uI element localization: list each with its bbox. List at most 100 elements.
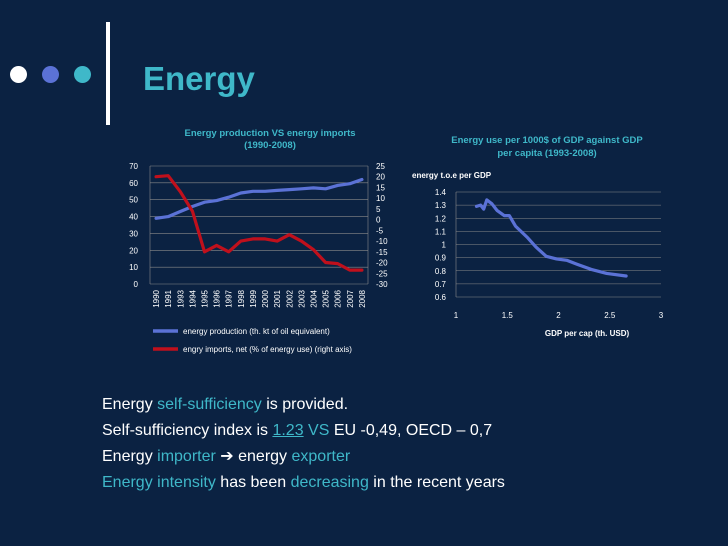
intensity-chart: Energy use per 1000$ of GDP against GDP p… [412, 135, 664, 338]
x-axis-label: GDP per cap (th. USD) [545, 329, 630, 338]
y-tick-label: 0.9 [435, 254, 447, 263]
data-point [361, 178, 363, 181]
x-tick-label: 1994 [188, 289, 197, 307]
x-tick-label: 1991 [164, 289, 173, 307]
data-point [167, 175, 169, 177]
y-tick-label: 0.7 [435, 280, 447, 289]
y-tick-label: 1.2 [435, 214, 447, 223]
data-point [216, 244, 218, 246]
data-point [325, 188, 327, 190]
bullet-line: Energy intensity has been decreasing in … [102, 470, 505, 496]
x-tick-label: 1 [454, 311, 459, 320]
y-right-tick-label: 15 [376, 183, 385, 192]
bullet-text: energy [238, 448, 292, 465]
arrow-icon: ➔ [215, 448, 239, 465]
y-tick-label: 0.6 [435, 293, 447, 302]
data-point [535, 246, 537, 248]
data-point [203, 251, 206, 253]
x-tick-label: 2000 [261, 289, 270, 307]
y-left-tick-label: 10 [129, 263, 138, 272]
x-tick-label: 2008 [358, 289, 367, 307]
x-tick-label: 3 [659, 311, 664, 320]
data-point [276, 240, 278, 242]
series-line-2 [154, 174, 364, 272]
data-point [606, 272, 608, 274]
data-point [264, 190, 266, 192]
y-tick-label: 0.8 [435, 267, 447, 276]
teal-dot-icon [74, 66, 91, 83]
y-right-tick-label: 20 [376, 173, 385, 182]
title-divider [106, 22, 110, 125]
page-title: Energy [143, 60, 255, 97]
chart-title: (1990-2008) [244, 140, 296, 151]
x-tick-label: 1.5 [502, 311, 514, 320]
data-point [349, 269, 351, 271]
y-left-tick-label: 40 [129, 213, 138, 222]
bullet-text: in the recent years [368, 474, 505, 491]
bullet-text: Energy [102, 396, 158, 413]
bullet-list: Energy self-sufficiency is provided. Sel… [102, 392, 505, 496]
data-point [203, 201, 206, 203]
y-right-tick-label: 5 [376, 205, 381, 214]
data-point [240, 192, 242, 194]
y-right-tick-label: 0 [376, 216, 381, 225]
y-left-tick-label: 50 [129, 196, 138, 205]
data-point [555, 258, 558, 260]
data-point [312, 249, 315, 251]
legend-label: energy production (th. kt of oil equival… [183, 327, 330, 336]
data-point [191, 205, 193, 208]
x-tick-label: 2002 [285, 289, 294, 307]
data-point [576, 263, 578, 265]
x-tick-label: 2006 [334, 289, 343, 307]
data-point [179, 210, 181, 213]
data-point [240, 240, 242, 242]
chart-title: Energy production VS energy imports [184, 128, 355, 139]
data-point [361, 269, 363, 271]
data-point [514, 225, 517, 227]
data-point [590, 268, 592, 271]
data-point [252, 238, 254, 240]
bullet-text: Self-sufficiency index is [102, 422, 273, 439]
data-point [491, 203, 493, 205]
data-point [300, 188, 302, 190]
data-point [228, 196, 230, 198]
x-tick-label: 2 [556, 311, 561, 320]
y-left-tick-label: 30 [129, 229, 138, 238]
data-point [216, 199, 218, 202]
y-right-tick-label: 25 [376, 162, 385, 171]
production-imports-chart: Energy production VS energy imports(1990… [129, 128, 388, 354]
data-point [508, 215, 510, 217]
data-point [276, 189, 278, 192]
x-tick-label: 1993 [176, 289, 185, 307]
data-point [486, 199, 488, 201]
data-point [566, 259, 568, 261]
y-right-tick-label: -20 [376, 259, 388, 268]
data-point [496, 209, 498, 211]
x-tick-label: 2007 [346, 289, 355, 307]
y-tick-label: 1.1 [435, 227, 447, 236]
data-point [191, 210, 193, 212]
bullet-line: Energy importer ➔ energy exporter [102, 444, 505, 470]
data-point [475, 205, 478, 208]
y-tick-label: 1.4 [435, 188, 447, 197]
data-point [480, 204, 482, 206]
y-left-tick-label: 60 [129, 179, 138, 188]
data-point [288, 189, 290, 191]
data-point [483, 208, 485, 210]
y-right-tick-label: -25 [376, 269, 388, 278]
series-line-1 [154, 177, 364, 220]
y-axis-label: energy t.o.e per GDP [412, 171, 492, 180]
data-point [527, 237, 529, 239]
y-right-tick-label: -10 [376, 237, 388, 246]
data-point [252, 190, 254, 192]
data-point [625, 275, 627, 277]
x-tick-label: 2004 [310, 289, 319, 307]
y-right-tick-label: 10 [376, 194, 385, 203]
x-tick-label: 1996 [213, 289, 222, 307]
highlight-text: VS [308, 422, 330, 439]
data-point [503, 215, 505, 217]
y-right-tick-label: -5 [376, 226, 384, 235]
data-point [312, 187, 315, 189]
chart-title: Energy use per 1000$ of GDP against GDP [451, 135, 643, 146]
